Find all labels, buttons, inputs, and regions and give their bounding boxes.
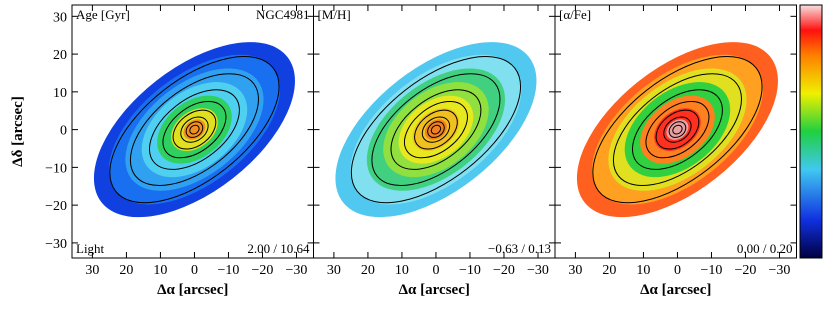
contour [172,109,217,150]
contour [421,116,451,143]
galaxy-name: NGC4981 [256,7,309,22]
contour [414,109,458,150]
map-body [93,42,295,218]
x-tick-label: −30 [527,263,549,278]
colorbar [799,4,823,259]
contour [189,124,200,135]
contour [632,89,723,170]
x-tick-label: −30 [286,263,308,278]
x-axis-label: Δα [arcsec] [640,282,711,298]
contour [592,56,763,204]
contour [129,73,259,187]
weighting: Light [76,241,105,256]
x-axis-label: Δα [arcsec] [157,282,228,298]
contour [427,121,445,138]
range-label: −0.63 / 0.13 [488,241,551,256]
x-tick-label: −20 [493,263,515,278]
y-tick-label: −10 [45,161,67,176]
x-tick-label: 30 [568,263,582,278]
panel-frame [554,4,797,259]
x-tick-label: 10 [395,263,409,278]
contour [404,100,468,159]
contour [109,56,280,204]
panel-title: [α/Fe] [559,7,591,22]
x-tick-label: −20 [735,263,757,278]
x-tick-label: 10 [636,263,650,278]
range-label: 2.00 / 10.64 [247,241,310,256]
contour [185,121,204,138]
x-tick-label: −20 [252,263,274,278]
map [576,42,778,218]
contour [672,124,683,135]
contour [645,100,710,159]
contour [162,100,227,159]
contour [663,116,692,143]
contour [350,56,522,204]
y-tick-label: 0 [60,124,67,139]
y-tick-label: −20 [45,199,67,214]
y-tick-label: 30 [53,10,67,25]
x-tick-label: 20 [602,263,616,278]
x-tick-label: 20 [119,263,133,278]
contour [668,121,687,138]
map [93,42,295,218]
contour [655,109,700,150]
contour [390,89,482,170]
x-tick-label: −10 [218,263,240,278]
x-tick-label: 10 [153,263,167,278]
contour [612,73,742,187]
y-tick-label: −30 [45,237,67,252]
contour [149,89,240,170]
range-label: 0.00 / 0.20 [737,241,793,256]
map [335,42,537,218]
x-tick-label: 0 [191,263,198,278]
contour [371,73,501,187]
panel-title: Age [Gyr] [76,7,130,22]
x-tick-label: 30 [85,263,99,278]
y-tick-label: 20 [53,48,67,63]
map-body [576,42,778,218]
y-axis-label: Δδ [arcsec] [10,96,26,167]
contour [180,116,209,143]
map-body [335,42,537,218]
x-tick-label: 0 [674,263,681,278]
x-tick-label: 20 [361,263,375,278]
x-axis-label: Δα [arcsec] [399,282,470,298]
y-tick-label: 10 [53,86,67,101]
x-tick-label: 0 [432,263,439,278]
panel-title: [M/H] [318,7,351,22]
x-tick-label: −30 [769,263,791,278]
x-tick-label: −10 [701,263,723,278]
x-tick-label: 30 [327,263,341,278]
contour [430,124,442,135]
x-tick-label: −10 [459,263,481,278]
